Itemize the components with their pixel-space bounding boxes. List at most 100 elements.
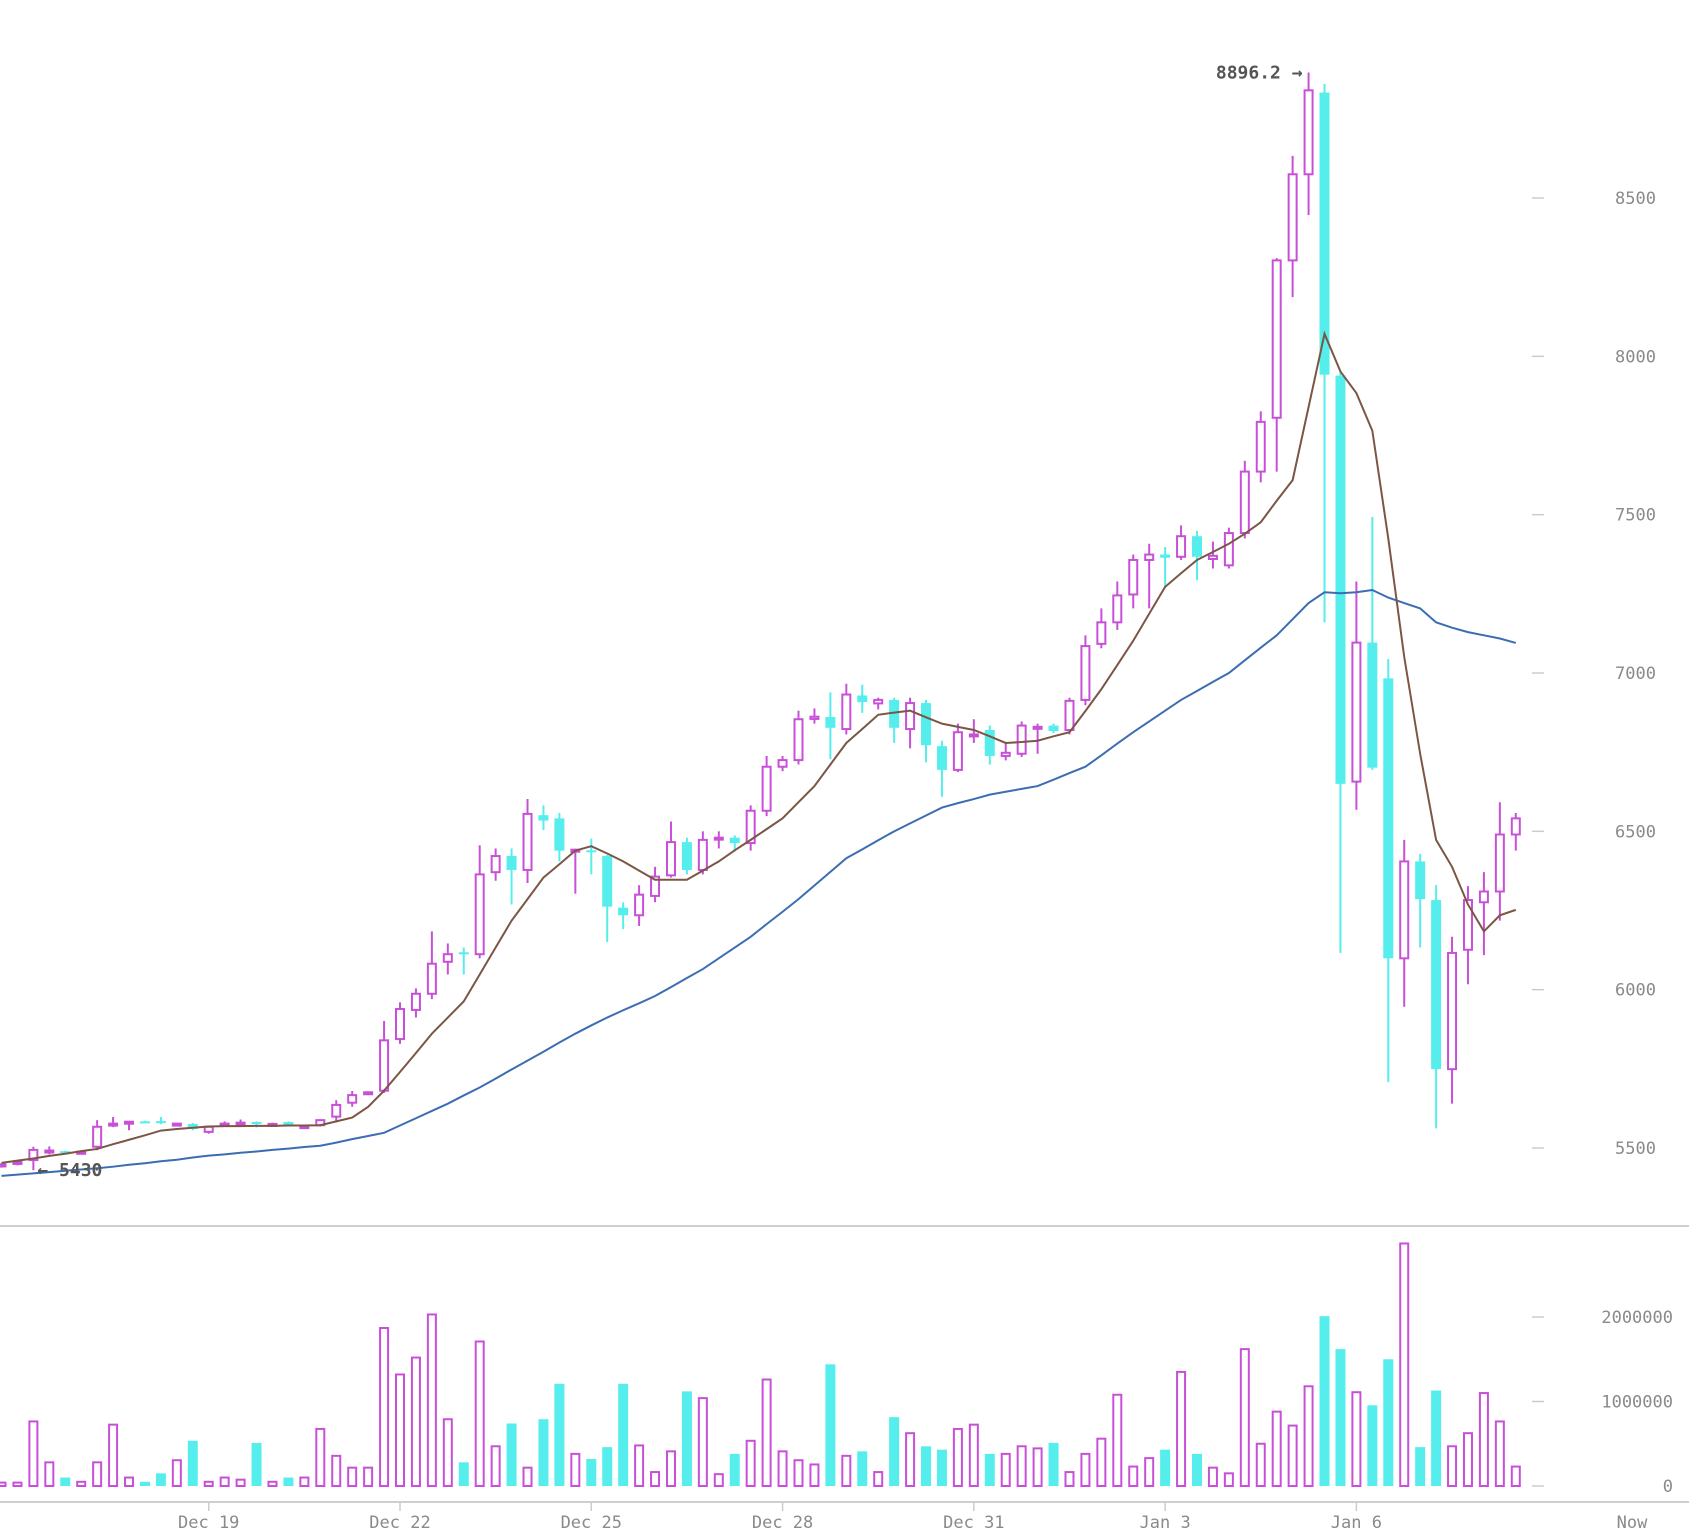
candle-body: [1271, 259, 1282, 419]
candle-body: [952, 731, 963, 771]
candle: [825, 692, 836, 760]
volume-bar: [0, 1481, 7, 1487]
candle: [1032, 723, 1043, 754]
candle: [968, 719, 979, 743]
candle-body: [28, 1148, 39, 1162]
volume-bar: [809, 1463, 820, 1488]
candle: [1287, 155, 1298, 298]
volume-bar: [1335, 1349, 1346, 1486]
candle-body: [92, 1125, 103, 1148]
volume-bar: [347, 1466, 358, 1487]
volume-bar: [1303, 1385, 1314, 1488]
volume-bar: [283, 1477, 294, 1486]
candle-body: [44, 1149, 55, 1154]
candle-body: [650, 875, 661, 897]
candle: [363, 1091, 374, 1096]
candle: [936, 740, 947, 797]
volume-bar: [793, 1459, 804, 1488]
candle: [1064, 697, 1075, 735]
candle-body: [171, 1122, 182, 1127]
candle-body: [12, 1160, 23, 1165]
candle-body: [905, 702, 916, 731]
x-tick-label: Dec 28: [752, 1513, 813, 1533]
candle-body: [1207, 554, 1218, 560]
volume-bar: [602, 1447, 613, 1486]
x-tick-label: Dec 31: [943, 1513, 1004, 1533]
ma-long-line: [1, 589, 1517, 1177]
volume-bar: [1160, 1449, 1171, 1486]
volume-bar: [60, 1477, 71, 1486]
candle: [921, 699, 932, 763]
candle-body: [1287, 173, 1298, 262]
candle: [554, 812, 565, 862]
candle-body: [155, 1121, 166, 1124]
candle-body: [777, 759, 788, 768]
candle: [889, 697, 900, 743]
volume-bar: [331, 1454, 342, 1487]
volume-bar: [713, 1473, 724, 1488]
candle-body: [1048, 725, 1059, 731]
volume-bar: [1462, 1432, 1473, 1487]
y-tick-label: 6500: [1615, 822, 1656, 842]
candle-body: [1399, 860, 1410, 960]
y-tick-label: 7000: [1615, 664, 1656, 684]
candle: [1144, 543, 1155, 609]
volume-bar: [825, 1364, 836, 1486]
candle: [650, 866, 661, 903]
candle-body: [1319, 92, 1330, 375]
candle: [1080, 635, 1091, 706]
candle-body: [1096, 621, 1107, 645]
candle: [395, 1002, 405, 1044]
volume-bar: [1192, 1453, 1202, 1486]
candle: [984, 725, 995, 765]
candle: [618, 902, 629, 930]
candle: [442, 943, 453, 975]
volume-bar: [219, 1476, 230, 1488]
volume-bar: [1112, 1393, 1123, 1487]
y-tick-label: 8500: [1615, 189, 1656, 209]
candle: [1048, 723, 1059, 734]
volume-bar: [857, 1451, 868, 1486]
volume-bar: [968, 1423, 979, 1487]
candle: [538, 805, 549, 831]
candle: [1383, 659, 1394, 1083]
candle: [490, 848, 501, 881]
volume-bar: [554, 1383, 565, 1486]
volume-bar: [1207, 1466, 1218, 1487]
candle-body: [1335, 375, 1346, 784]
candle-body: [984, 730, 995, 756]
high-price-annotation: 8896.2 →: [1216, 63, 1303, 84]
y-tick-label: 8000: [1615, 347, 1656, 367]
candle-body: [410, 992, 421, 1011]
candle: [1255, 411, 1266, 483]
volume-bar: [12, 1481, 23, 1487]
volume-bar: [522, 1466, 533, 1487]
volume-bar: [1478, 1392, 1489, 1488]
candle-body: [793, 718, 804, 762]
candle-body: [187, 1123, 198, 1129]
volume-bar: [650, 1471, 661, 1487]
candle-body: [1144, 553, 1155, 561]
volume-bar: [1080, 1452, 1091, 1488]
candle-body: [1431, 900, 1442, 1070]
candle: [809, 708, 820, 724]
candle: [1176, 525, 1187, 560]
candle: [235, 1119, 246, 1126]
volume-bar: [379, 1326, 390, 1487]
candle-body: [554, 818, 565, 851]
volume-bar: [841, 1454, 852, 1487]
volume-bar: [1048, 1442, 1059, 1486]
volume-bar: [1016, 1445, 1027, 1488]
candle-body: [618, 907, 629, 916]
volume-bar: [203, 1480, 214, 1488]
candles: [0, 72, 1521, 1171]
candle: [634, 885, 645, 927]
y-tick-label: 6000: [1615, 981, 1656, 1001]
candle-body: [108, 1122, 119, 1127]
candle-body: [1128, 558, 1139, 596]
volume-bar: [873, 1471, 884, 1487]
candle-body: [379, 1039, 390, 1092]
volume-bar: [458, 1462, 469, 1486]
